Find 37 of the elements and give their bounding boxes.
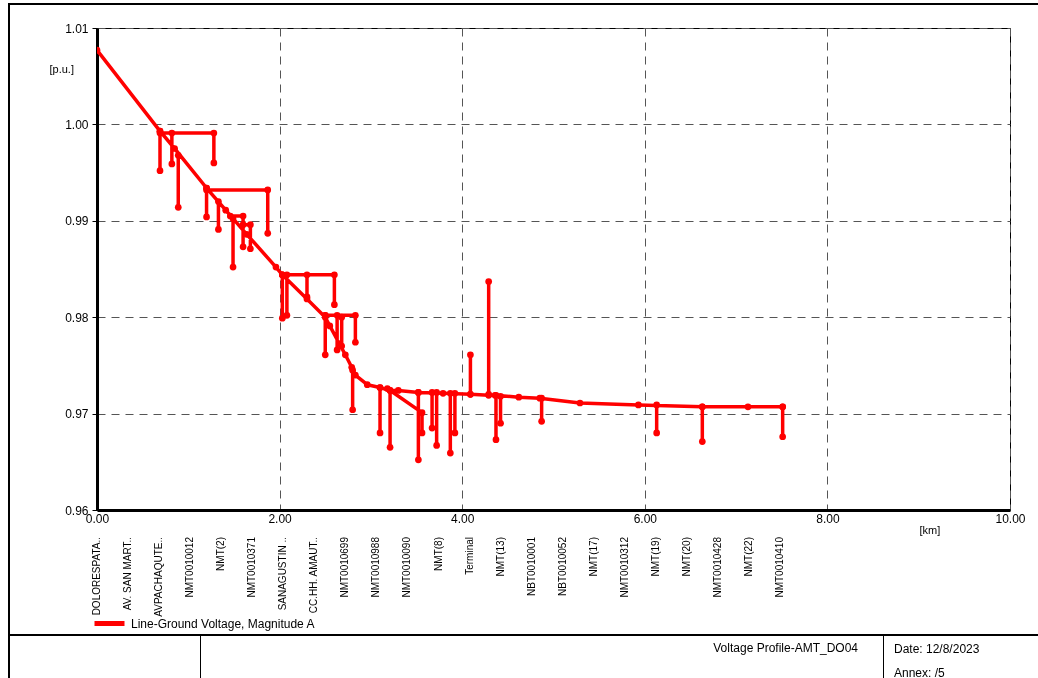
- text: NMT(13): [494, 537, 506, 577]
- text: DOLORESPATA..: [91, 537, 102, 616]
- x-tick-label: 10.00: [995, 511, 1026, 526]
- y-tick-label: 1.01: [65, 21, 89, 36]
- text: NMT(22): [742, 537, 754, 577]
- x-tick-label: 2.00: [268, 511, 293, 526]
- y-tick-label: 0.99: [65, 214, 89, 229]
- text: NBT0010052: [556, 536, 568, 596]
- x-axis-title: [km]: [919, 523, 941, 536]
- y-tick-label: 0.97: [65, 407, 89, 422]
- x-tick-label: 4.00: [451, 511, 475, 526]
- text: NMT0010312: [618, 536, 630, 598]
- text: NMT(20): [680, 537, 692, 577]
- y-tick-label: 0.98: [65, 310, 89, 325]
- text: NMT0010090: [401, 536, 413, 598]
- text: SANAGUSTIN ..: [277, 537, 289, 611]
- text: NMT(8): [432, 537, 444, 571]
- text: NMT0010699: [339, 536, 351, 598]
- text: NMT0010410: [774, 536, 785, 598]
- title-block: Voltage Profile-AMT_DO04 Date: 12/8/2023 Annex: /5: [8, 634, 1038, 678]
- text: NMT0010371: [246, 536, 258, 598]
- text: CC.HH. AMAUT..: [308, 537, 320, 614]
- x-tick-label: 8.00: [816, 511, 840, 526]
- text: NMT0010988: [370, 536, 382, 598]
- text: NMT(17): [587, 537, 599, 577]
- text: NMT(19): [649, 537, 661, 577]
- text: NMT0010012: [184, 536, 196, 598]
- x-tick-label: 6.00: [633, 511, 658, 526]
- text: AVPACHAQUTE..: [153, 537, 165, 617]
- text: NMT(2): [215, 537, 227, 571]
- y-axis-title: [p.u.]: [49, 62, 74, 75]
- text: NBT0010001: [525, 536, 537, 596]
- y-tick-label: 1.00: [65, 117, 89, 132]
- legend-label: Line-Ground Voltage, Magnitude A: [131, 616, 315, 631]
- text: NMT0010428: [711, 536, 723, 598]
- text: AV. SAN MART..: [122, 537, 134, 611]
- text: Terminal: [463, 537, 475, 575]
